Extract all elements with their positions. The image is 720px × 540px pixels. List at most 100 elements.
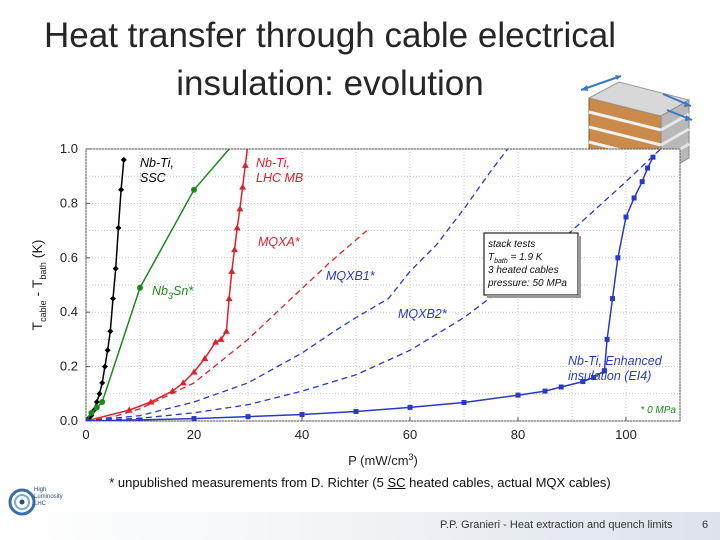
logo-text-line-3: LHC — [34, 501, 47, 507]
y-tick-label: 0.4 — [60, 304, 78, 319]
series-point — [110, 295, 116, 302]
y-tick-label: 0.8 — [60, 195, 78, 210]
series-point — [201, 354, 209, 361]
series-point — [231, 246, 238, 253]
series-point — [137, 417, 143, 421]
series-point — [241, 161, 249, 168]
x-tick-label: 40 — [295, 427, 309, 442]
series-point — [228, 267, 236, 274]
series-point — [299, 411, 305, 417]
x-tick-label: 80 — [511, 427, 525, 442]
series-point — [147, 398, 155, 405]
series-point — [99, 379, 106, 386]
series-point — [86, 418, 89, 421]
series-label-1: Nb3Sn* — [152, 284, 194, 301]
series-point — [191, 416, 197, 421]
chart: 0 20 40 60 80 100 0.0 0.2 0.4 0.6 0.8 1.0 P (mW/cm3)… — [29, 140, 681, 468]
series-label-6-line-1: insulation (EI4) — [568, 369, 651, 383]
series-point — [107, 328, 114, 335]
y-axis-label-group: Tcable - Tbath (K) — [29, 240, 48, 331]
series-label-5: MQXB2* — [398, 307, 448, 321]
plot-series-group — [86, 140, 662, 421]
series-point — [407, 404, 413, 410]
series-point — [212, 338, 220, 345]
series-point — [604, 336, 610, 342]
series-point — [118, 186, 125, 193]
footnote-pre: * unpublished measurements from D. Richt… — [109, 475, 388, 490]
series-point — [125, 406, 133, 413]
series-point — [650, 154, 656, 160]
title-line-1: Heat transfer through cable electrical — [44, 16, 616, 55]
series-point — [115, 224, 122, 231]
slide-title: Heat transfer through cable electrical i… — [20, 12, 640, 108]
series-point — [245, 140, 252, 146]
series-point — [245, 414, 251, 420]
footer-text: P.P. Granieri - Heat extraction and quen… — [440, 519, 673, 531]
footer-bar — [0, 512, 720, 540]
series-point — [190, 368, 198, 375]
series-point — [88, 409, 95, 416]
series-line-3 — [86, 230, 368, 421]
series-point — [610, 296, 615, 302]
series-point — [542, 388, 548, 394]
series-point — [99, 398, 106, 405]
series-point — [96, 390, 103, 397]
footnote-sc: SC — [387, 475, 406, 490]
series-point — [353, 408, 359, 414]
legend-box-shadow-bottom — [487, 295, 581, 298]
legend-box: stack tests Tbath = 1.9 K3 heated cables p… — [483, 232, 581, 298]
series-point — [515, 392, 521, 398]
series-point — [645, 165, 651, 171]
series-label-6: Nb-Ti, Enhanced — [568, 354, 663, 368]
series-label-4: MQXB1* — [326, 269, 376, 283]
logo-text: High Luminosity LHC — [34, 487, 63, 508]
y-axis-label: Tcable - Tbath (K) — [29, 240, 48, 331]
x-tick-label: 20 — [187, 427, 201, 442]
legend-box-shadow-right — [578, 236, 581, 298]
series-point — [239, 183, 247, 190]
hl-lhc-logo — [8, 488, 36, 516]
series-point — [236, 205, 244, 212]
series-point — [631, 195, 637, 201]
series-point — [591, 374, 597, 380]
series-label-0: Nb-Ti, — [140, 156, 174, 170]
series-line-4 — [86, 149, 509, 421]
series-point — [233, 224, 241, 231]
series-line-5 — [86, 149, 662, 421]
title-line-2: insulation: evolution — [176, 64, 484, 103]
series-point — [93, 404, 100, 411]
series-point — [93, 398, 100, 405]
series-point — [615, 255, 621, 261]
series-point — [225, 295, 233, 302]
series-point — [222, 327, 230, 334]
chart-annotation-0: * 0 MPa — [640, 405, 676, 416]
x-axis-label: P (mW/cm3) — [348, 452, 418, 468]
series-point — [179, 379, 187, 386]
series-line-6 — [86, 156, 654, 421]
series-point — [601, 368, 607, 374]
series-label-2: Nb-Ti, — [256, 156, 290, 170]
series-label-0-line-1: SSC — [140, 171, 167, 185]
series-point — [580, 379, 586, 385]
series-point — [558, 384, 564, 390]
y-tick-label: 1.0 — [60, 141, 78, 156]
page-number: 6 — [702, 519, 709, 531]
legend-box-line-1: Tbath = 1.9 K — [488, 252, 544, 265]
series-point — [101, 363, 108, 370]
legend-box-line-3: pressure: 50 MPa — [487, 278, 567, 289]
series-point — [639, 179, 645, 185]
series-label-3: MQXA* — [258, 235, 301, 249]
series-point — [623, 214, 629, 220]
series-point — [104, 347, 111, 354]
y-tick-label: 0.6 — [60, 250, 78, 265]
series-line-2 — [86, 149, 249, 421]
legend-box-line-0: stack tests — [488, 239, 535, 250]
x-tick-label: 60 — [403, 427, 417, 442]
series-point — [217, 335, 225, 342]
x-tick-label: 100 — [615, 427, 637, 442]
series-point — [461, 400, 467, 406]
logo-text-line-2: Luminosity — [34, 494, 63, 500]
logo-text-line-1: High — [34, 487, 47, 493]
series-point — [112, 265, 119, 272]
y-tick-label: 0.0 — [60, 413, 78, 428]
